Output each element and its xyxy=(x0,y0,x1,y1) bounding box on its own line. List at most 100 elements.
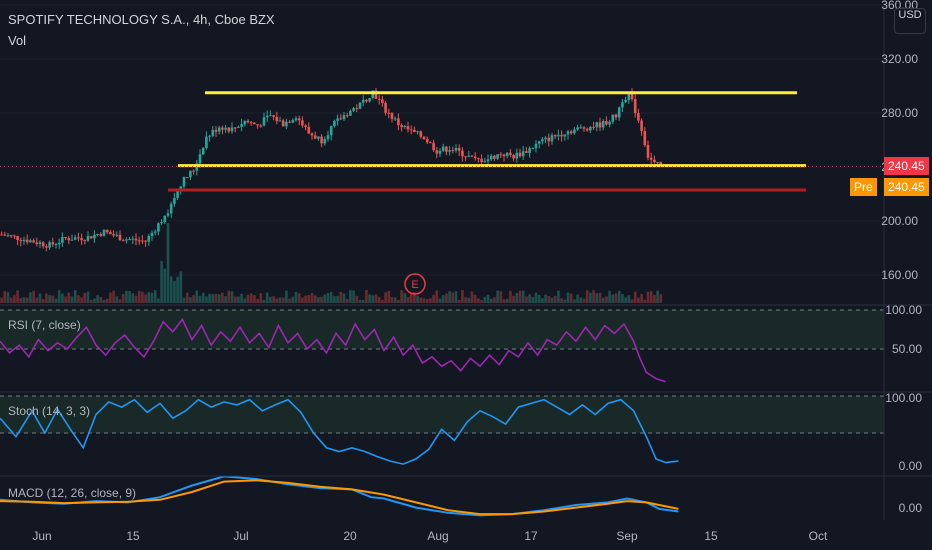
pre-market-label: Pre xyxy=(854,180,873,194)
candle-body xyxy=(96,234,99,236)
volume-bar xyxy=(614,293,618,303)
volume-bar xyxy=(579,297,583,303)
candle-body xyxy=(521,151,525,157)
candle-body xyxy=(339,118,343,120)
candle-body xyxy=(297,118,301,121)
volume-bar xyxy=(320,296,323,303)
volume-bar xyxy=(336,295,339,303)
candle-body xyxy=(221,127,224,130)
candle-body xyxy=(547,137,551,142)
volume-bar xyxy=(208,293,211,303)
candle-body xyxy=(656,162,659,164)
volume-label: Vol xyxy=(8,33,27,48)
volume-bar xyxy=(153,290,157,303)
candle-body xyxy=(483,161,487,163)
candle-body xyxy=(365,99,368,102)
candle-body xyxy=(432,142,435,151)
candle-body xyxy=(621,102,624,108)
volume-bar xyxy=(400,290,403,303)
stoch-label[interactable]: Stoch (14, 3, 3) xyxy=(8,404,91,418)
indicator-tick-label: 50.00 xyxy=(892,342,922,356)
volume-bar xyxy=(278,297,282,303)
volume-bar xyxy=(493,297,496,303)
volume-bar xyxy=(345,299,349,303)
candle-body xyxy=(461,150,464,157)
volume-bar xyxy=(601,297,605,303)
volume-bar xyxy=(403,292,407,303)
volume-bar xyxy=(630,299,634,303)
candle-body xyxy=(390,113,394,119)
candle-body xyxy=(93,234,96,239)
candle-body xyxy=(201,148,205,155)
volume-bar xyxy=(387,291,391,303)
candle-body xyxy=(278,120,282,122)
volume-bar xyxy=(166,223,170,303)
volume-bar xyxy=(134,295,138,303)
x-tick-label: 15 xyxy=(126,529,140,543)
volume-bar xyxy=(473,294,477,303)
candle-body xyxy=(83,240,87,242)
volume-bar xyxy=(32,290,35,303)
candle-body xyxy=(502,154,506,157)
candle-body xyxy=(125,239,128,241)
candle-body xyxy=(550,135,554,142)
volume-bar xyxy=(38,293,42,303)
candle-body xyxy=(141,240,144,242)
volume-bar xyxy=(505,298,509,303)
volume-bar xyxy=(470,291,474,303)
volume-bar xyxy=(128,291,131,303)
volume-bar xyxy=(486,294,490,303)
candle-body xyxy=(169,203,173,214)
volume-bar xyxy=(653,294,656,303)
y-tick-label: 360.00 xyxy=(881,0,918,12)
y-tick-label: 320.00 xyxy=(881,52,918,66)
x-tick-label: 15 xyxy=(704,529,718,543)
volume-bar xyxy=(611,294,615,303)
candle-body xyxy=(493,155,496,159)
candle-body xyxy=(329,126,333,136)
volume-bar xyxy=(553,295,557,303)
candle-body xyxy=(80,238,83,241)
volume-bar xyxy=(547,295,551,303)
rsi-label[interactable]: RSI (7, close) xyxy=(8,318,81,332)
volume-bar xyxy=(22,297,26,303)
volume-bar xyxy=(438,298,442,303)
candle-body xyxy=(0,234,3,236)
candle-body xyxy=(598,122,602,128)
volume-bar xyxy=(531,297,535,303)
candle-body xyxy=(528,148,531,153)
volume-bar xyxy=(131,293,135,303)
volume-bar xyxy=(349,290,352,303)
candle-body xyxy=(67,238,71,241)
candle-body xyxy=(160,222,163,224)
macd-label[interactable]: MACD (12, 26, close, 9) xyxy=(8,486,137,500)
candle-body xyxy=(317,136,320,139)
volume-bar xyxy=(365,290,368,303)
volume-bar xyxy=(160,261,163,303)
candle-body xyxy=(262,117,266,126)
candle-body xyxy=(301,120,304,126)
volume-bar xyxy=(502,299,506,303)
candle-body xyxy=(13,235,16,237)
volume-bar xyxy=(445,293,448,303)
volume-bar xyxy=(109,292,112,303)
candle-body xyxy=(352,108,355,111)
volume-bar xyxy=(189,297,192,303)
candle-body xyxy=(89,236,93,239)
volume-bar xyxy=(381,299,384,303)
candle-body xyxy=(419,131,423,137)
volume-bar xyxy=(118,299,122,303)
chart-title: SPOTIFY TECHNOLOGY S.A., 4h, Cboe BZX xyxy=(8,12,275,27)
candle-body xyxy=(374,90,378,99)
volume-bar xyxy=(621,293,624,303)
candle-body xyxy=(541,139,544,142)
candle-body xyxy=(505,152,509,157)
x-tick-label: 17 xyxy=(524,529,538,543)
volume-bar xyxy=(499,291,503,303)
currency-selector[interactable]: USD xyxy=(894,8,926,34)
volume-bar xyxy=(176,276,179,303)
candle-body xyxy=(573,129,576,134)
candle-body xyxy=(115,234,119,236)
volume-bar xyxy=(13,295,16,303)
